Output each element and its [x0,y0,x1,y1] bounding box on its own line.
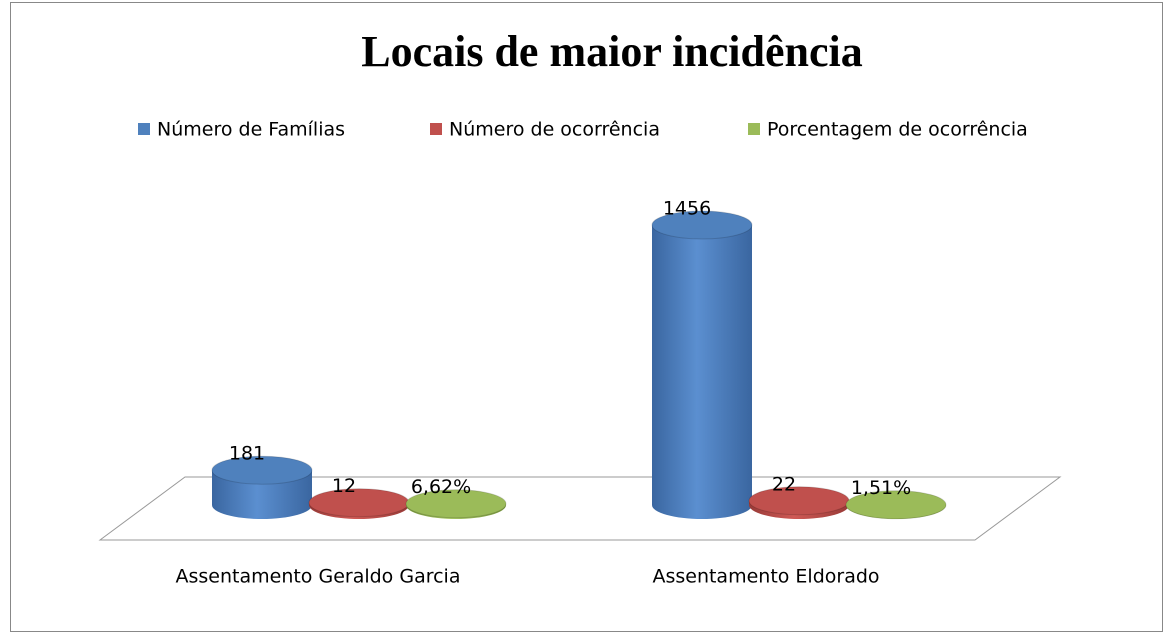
value-label: 1,51% [851,477,911,499]
value-label: 22 [772,473,796,495]
cylinder-body [652,225,752,519]
legend-swatch [138,123,150,135]
value-label: 12 [332,475,356,497]
x-tick-label: Assentamento Geraldo Garcia [176,566,461,588]
x-tick-label: Assentamento Eldorado [652,566,879,588]
value-label: 6,62% [411,476,471,498]
chart-title: Locais de maior incidência [361,27,863,76]
cylinder-top [405,489,507,519]
legend-label: Porcentagem de ocorrência [767,119,1028,141]
legend-swatch [748,123,760,135]
value-label: 1456 [663,198,711,220]
cylinder-top [845,490,947,520]
value-label: 181 [229,443,265,465]
cylinder-top [748,486,850,516]
cylinder-body [212,470,312,519]
legend-label: Número de ocorrência [449,119,660,141]
legend-swatch [430,123,442,135]
cylinder-top [308,488,410,518]
legend-label: Número de Famílias [157,119,345,141]
cylinder-top [211,455,313,485]
cylinder-top [651,210,753,240]
